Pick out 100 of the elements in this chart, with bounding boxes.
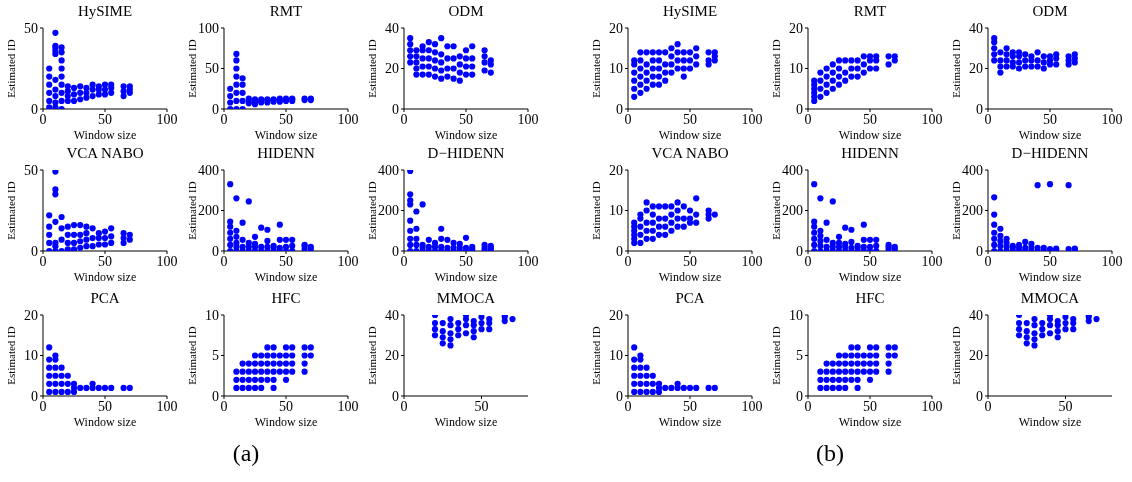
y-tick-label: 400 xyxy=(782,162,803,178)
x-tick-label: 100 xyxy=(337,111,359,127)
y-tick-label: 0 xyxy=(212,101,219,117)
x-tick-label: 50 xyxy=(863,398,877,414)
chart-title: HFC xyxy=(270,290,302,306)
chart-title: RMT xyxy=(852,3,888,19)
x-axis-title: Window size xyxy=(73,270,137,284)
y-axis-title: Estimated ID xyxy=(5,39,17,98)
x-tick-label: 50 xyxy=(863,253,877,269)
x-axis-title: Window size xyxy=(1018,270,1082,284)
x-axis-title: Window size xyxy=(658,270,722,284)
y-tick-label: 20 xyxy=(969,61,983,77)
x-axis-title: Window size xyxy=(658,128,722,142)
y-tick-label: 20 xyxy=(609,162,623,178)
y-axis-title: Estimated ID xyxy=(5,181,17,240)
y-axis-title: Estimated ID xyxy=(366,181,378,240)
y-tick-label: 40 xyxy=(385,20,399,36)
x-axis-title: Window size xyxy=(434,128,498,142)
text: (b) xyxy=(815,440,845,467)
x-axis-title: Window size xyxy=(658,415,722,429)
chart-title: VCA NABO xyxy=(65,145,145,161)
y-tick-label: 10 xyxy=(789,307,803,323)
y-tick-label: 5 xyxy=(212,348,219,364)
x-tick-label: 50 xyxy=(98,111,112,127)
x-tick-label: 100 xyxy=(741,398,763,414)
y-tick-label: 40 xyxy=(969,307,983,323)
x-tick-label: 50 xyxy=(474,398,489,414)
chart-title: VCA NABO xyxy=(650,145,730,161)
x-tick-label: 100 xyxy=(1101,253,1123,269)
x-tick-label: 50 xyxy=(459,111,473,127)
y-axis-title: Estimated ID xyxy=(186,326,198,385)
x-tick-label: 100 xyxy=(337,253,359,269)
y-axis-title: Estimated ID xyxy=(770,181,782,240)
x-axis-title: Window size xyxy=(838,415,902,429)
x-axis-title: Window size xyxy=(254,270,318,284)
y-axis-title: Estimated ID xyxy=(770,39,782,98)
y-tick-label: 0 xyxy=(796,243,803,259)
x-tick-label: 50 xyxy=(683,253,697,269)
chart-title: D−HIDENN xyxy=(1010,145,1090,161)
y-tick-label: 0 xyxy=(392,101,399,117)
chart-title: ODM xyxy=(447,3,485,19)
x-axis-title: Window size xyxy=(838,270,902,284)
x-axis-title: Window size xyxy=(254,128,318,142)
x-tick-label: 50 xyxy=(863,111,877,127)
x-axis-title: Window size xyxy=(73,128,137,142)
x-axis-title: Window size xyxy=(1018,128,1082,142)
y-axis-title: Estimated ID xyxy=(366,39,378,98)
y-tick-label: 400 xyxy=(198,162,219,178)
y-tick-label: 10 xyxy=(205,307,219,323)
y-tick-label: 0 xyxy=(976,388,983,404)
y-tick-label: 10 xyxy=(24,348,38,364)
x-tick-label: 100 xyxy=(156,111,178,127)
x-axis-title: Window size xyxy=(254,415,318,429)
x-axis-title: Window size xyxy=(434,270,498,284)
y-axis-title: Estimated ID xyxy=(590,181,602,240)
y-tick-label: 10 xyxy=(609,203,623,219)
x-tick-label: 50 xyxy=(1043,111,1057,127)
y-tick-label: 40 xyxy=(969,20,983,36)
y-tick-label: 20 xyxy=(24,307,38,323)
x-tick-label: 50 xyxy=(683,398,697,414)
x-tick-label: 100 xyxy=(156,253,178,269)
y-tick-label: 20 xyxy=(609,20,623,36)
y-tick-label: 50 xyxy=(24,20,38,36)
x-tick-label: 100 xyxy=(156,398,178,414)
y-tick-label: 20 xyxy=(385,61,399,77)
y-axis-title: Estimated ID xyxy=(950,326,962,385)
x-axis-title: Window size xyxy=(838,128,902,142)
chart-title: HySIME xyxy=(76,3,134,19)
chart-title: MMOCA xyxy=(1019,290,1081,306)
chart-title: HFC xyxy=(854,290,886,306)
text: (a) xyxy=(231,440,261,467)
y-tick-label: 0 xyxy=(796,388,803,404)
y-tick-label: 20 xyxy=(789,20,803,36)
x-tick-label: 100 xyxy=(921,398,943,414)
y-tick-label: 0 xyxy=(212,243,219,259)
chart-title: ODM xyxy=(1031,3,1069,19)
y-tick-label: 20 xyxy=(385,348,399,364)
x-tick-label: 50 xyxy=(98,253,112,269)
chart-title: HySIME xyxy=(661,3,719,19)
chart-title: PCA xyxy=(674,290,706,306)
y-axis-title: Estimated ID xyxy=(950,181,962,240)
x-tick-label: 100 xyxy=(337,398,359,414)
chart-title: RMT xyxy=(268,3,304,19)
x-tick-label: 50 xyxy=(279,111,293,127)
x-axis-title: Window size xyxy=(73,415,137,429)
y-tick-label: 0 xyxy=(392,243,399,259)
y-tick-label: 40 xyxy=(385,307,399,323)
y-tick-label: 10 xyxy=(789,61,803,77)
y-tick-label: 0 xyxy=(212,388,219,404)
y-tick-label: 20 xyxy=(609,307,623,323)
x-tick-label: 50 xyxy=(1043,253,1057,269)
x-tick-label: 50 xyxy=(683,111,697,127)
y-tick-label: 0 xyxy=(616,388,623,404)
y-tick-label: 0 xyxy=(796,101,803,117)
y-tick-label: 0 xyxy=(31,388,38,404)
y-axis-title: Estimated ID xyxy=(590,39,602,98)
x-tick-label: 50 xyxy=(98,398,112,414)
y-tick-label: 10 xyxy=(609,348,623,364)
chart-title: MMOCA xyxy=(435,290,497,306)
chart-title: PCA xyxy=(89,290,121,306)
